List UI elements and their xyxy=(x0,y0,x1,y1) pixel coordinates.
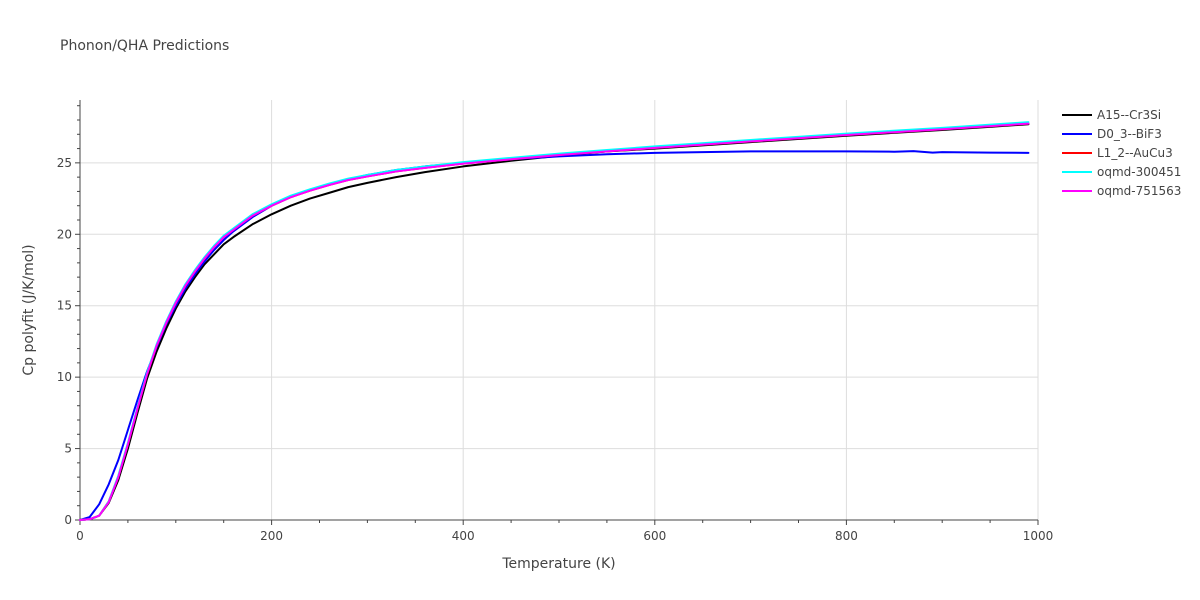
legend-label: D0_3--BiF3 xyxy=(1097,127,1162,141)
series-line-2 xyxy=(79,122,1030,521)
y-tick-label: 10 xyxy=(57,370,72,384)
legend-label: oqmd-300451 xyxy=(1097,165,1181,179)
series-line-1 xyxy=(79,150,1030,521)
grid-lines xyxy=(80,100,1039,520)
axes: 0 200 400 600 800 1000 0 5 10 15 20 25 xyxy=(57,100,1054,543)
legend-label: A15--Cr3Si xyxy=(1097,108,1161,122)
x-tick-label: 200 xyxy=(260,529,283,543)
y-tick-label: 5 xyxy=(64,442,72,456)
x-tick-label: 400 xyxy=(452,529,475,543)
chart-title: Phonon/QHA Predictions xyxy=(60,38,229,54)
y-tick-label: 25 xyxy=(57,156,72,170)
y-tick-label: 20 xyxy=(57,227,72,241)
x-tick-label: 1000 xyxy=(1023,529,1054,543)
series-lines xyxy=(79,121,1030,521)
x-tick-label: 0 xyxy=(76,529,84,543)
y-tick-label: 15 xyxy=(57,299,72,313)
legend-label: oqmd-751563 xyxy=(1097,184,1181,198)
x-axis-label: Temperature (K) xyxy=(501,556,615,572)
y-axis-label: Cp polyfit (J/K/mol) xyxy=(21,244,37,375)
x-tick-label: 600 xyxy=(643,529,666,543)
series-line-3 xyxy=(79,121,1030,521)
series-line-0 xyxy=(79,123,1030,521)
y-tick-label: 0 xyxy=(64,513,72,527)
x-tick-label: 800 xyxy=(835,529,858,543)
legend: A15--Cr3Si D0_3--BiF3 L1_2--AuCu3 oqmd-3004… xyxy=(1062,108,1181,198)
legend-label: L1_2--AuCu3 xyxy=(1097,146,1173,160)
series-line-4 xyxy=(79,122,1030,521)
